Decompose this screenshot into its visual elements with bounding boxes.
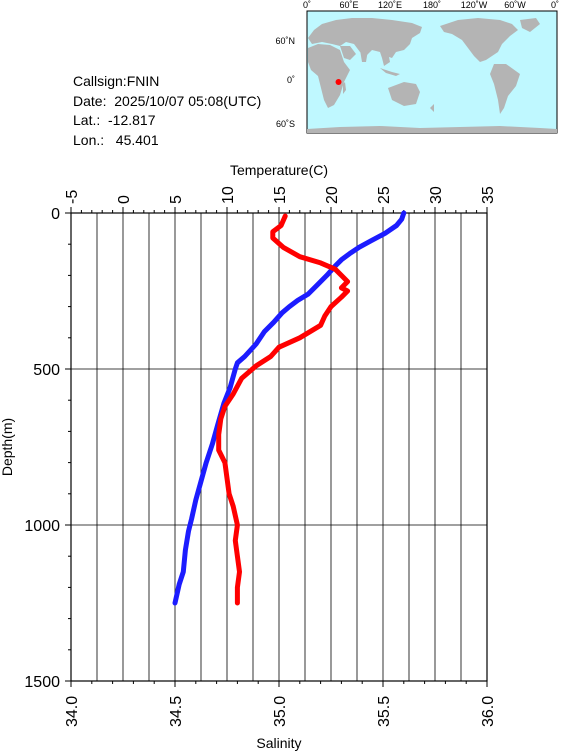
depth-tick-label: 1000 xyxy=(24,518,60,535)
station-info: Callsign:FNIN Date: 2025/10/07 05:08(UTC… xyxy=(73,72,261,150)
land-north-america xyxy=(440,18,518,62)
land-australia xyxy=(388,82,420,106)
axis-ticks xyxy=(65,207,488,687)
land-arabia xyxy=(340,46,356,60)
salinity-tick-label: 34.0 xyxy=(64,696,81,727)
land-japan xyxy=(402,34,406,44)
profile-plot: -5 0 5 10 15 20 25 30 35 34.0 34.5 35.0 35.5 36.0 0 500… xyxy=(0,162,497,751)
temperature-tick-label: 30 xyxy=(428,186,445,204)
salinity-tick-label: 35.5 xyxy=(376,696,393,727)
temperature-profile-line xyxy=(172,210,407,606)
map-lat-label: 60˚N xyxy=(275,36,295,46)
map-lat-label: 60˚S xyxy=(276,119,295,129)
land-nz xyxy=(430,104,434,112)
map-lon-label: 0˚ xyxy=(303,0,311,10)
temperature-tick-label: 0 xyxy=(116,195,133,204)
land-antarctica xyxy=(307,126,557,133)
land-africa xyxy=(308,44,350,108)
temperature-axis-title: Temperature(C) xyxy=(230,162,328,178)
map-land xyxy=(307,18,557,133)
station-marker xyxy=(335,79,342,86)
land-indonesia xyxy=(380,68,400,76)
land-greenland xyxy=(520,18,540,32)
depth-tick-label: 500 xyxy=(33,362,60,379)
lon-text: Lon.: 45.401 xyxy=(73,131,159,148)
map-lon-label: 120˚E xyxy=(378,0,402,10)
series-layer xyxy=(172,210,407,606)
tick-labels: -5 0 5 10 15 20 25 30 35 34.0 34.5 35.0 35.5 36.0 0 500… xyxy=(24,186,497,727)
map-lon-label: 60˚W xyxy=(504,0,526,10)
salinity-tick-label: 36.0 xyxy=(480,696,497,727)
map-lon-label: 60˚E xyxy=(339,0,358,10)
temperature-tick-label: 35 xyxy=(480,186,497,204)
depth-tick-label: 0 xyxy=(51,206,60,223)
land-eurasia xyxy=(308,18,422,58)
callsign-text: Callsign:FNIN xyxy=(73,73,160,89)
world-map: 0˚ 60˚E 120˚E 180˚ 120˚W 60˚W 0˚ 60˚N 0˚… xyxy=(275,0,559,134)
date-text: Date: 2025/10/07 05:08(UTC) xyxy=(73,92,262,109)
temperature-tick-label: -5 xyxy=(64,190,81,204)
depth-axis-title: Depth(m) xyxy=(0,418,15,476)
depth-tick-label: 1500 xyxy=(24,674,60,691)
temperature-tick-label: 5 xyxy=(168,195,185,204)
salinity-tick-label: 35.0 xyxy=(272,696,289,727)
map-lat-label: 0˚ xyxy=(287,75,295,85)
land-south-america xyxy=(490,64,520,114)
land-madagascar xyxy=(343,82,346,94)
grid xyxy=(71,213,487,681)
map-lon-label: 180˚ xyxy=(423,0,441,10)
salinity-axis-title: Salinity xyxy=(256,735,301,751)
temperature-tick-label: 15 xyxy=(272,186,289,204)
salinity-profile-line xyxy=(216,213,351,606)
salinity-tick-label: 34.5 xyxy=(168,696,185,727)
temperature-tick-label: 10 xyxy=(220,186,237,204)
temperature-tick-label: 20 xyxy=(324,186,341,204)
map-lon-label: 120˚W xyxy=(461,0,488,10)
land-india xyxy=(360,50,368,62)
lat-text: Lat.: -12.817 xyxy=(73,112,156,128)
map-lon-label: 0˚ xyxy=(551,0,559,10)
temperature-tick-label: 25 xyxy=(376,186,393,204)
land-indochina xyxy=(380,52,390,66)
